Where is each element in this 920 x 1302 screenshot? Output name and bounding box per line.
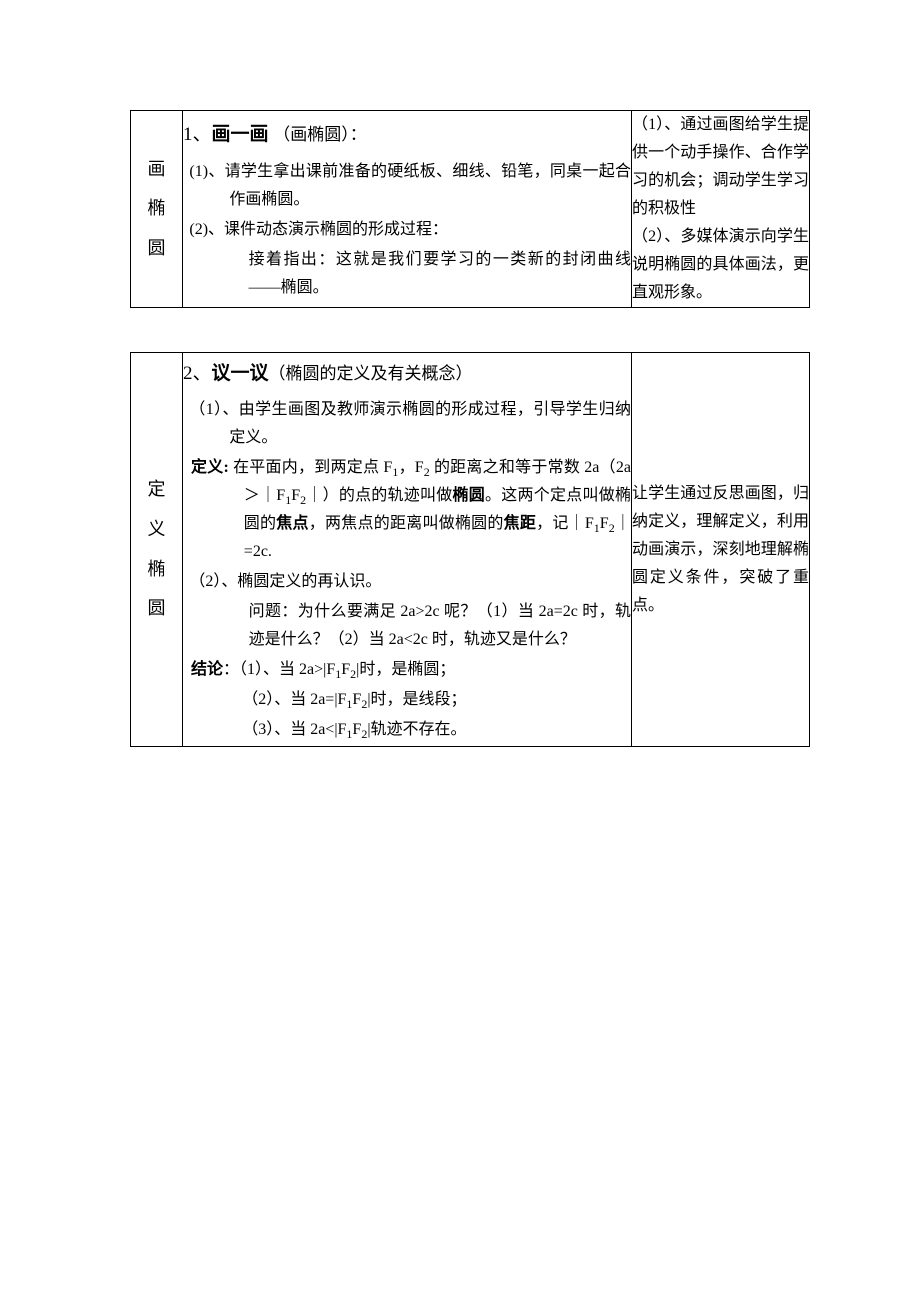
row-label-define: 定 义 椭 圆 bbox=[131, 353, 183, 747]
definition-line: 定义: 在平面内，到两定点 F1，F2 的距离之和等于常数 2a（2a＞｜F1F… bbox=[183, 454, 631, 566]
heading-define: 2、议一议（椭圆的定义及有关概念） bbox=[183, 357, 631, 390]
list-item: （2）、椭圆定义的再认识。 bbox=[183, 568, 631, 596]
question-text: 问题：为什么要满足 2a>2c 呢？（1）当 2a=2c 时，轨迹是什么？（2）… bbox=[183, 598, 631, 654]
note-text: （2）、多媒体演示向学生说明椭圆的具体画法，更直观形象。 bbox=[632, 223, 809, 307]
label-char: 圆 bbox=[131, 589, 182, 629]
conclusion-line: （2）、当 2a=|F1F2|时，是线段； bbox=[183, 686, 631, 714]
list-item: (1)、请学生拿出课前准备的硬纸板、细线、铅笔，同桌一起合作画椭圆。 bbox=[183, 158, 631, 214]
section-draw-ellipse: 画 椭 圆 1、画一画 （画椭圆）： (1)、请学生拿出课前准备的硬纸板、细线、… bbox=[130, 110, 810, 308]
list-item: (2)、课件动态演示椭圆的形成过程： bbox=[183, 216, 631, 244]
content-define: 2、议一议（椭圆的定义及有关概念） （1）、由学生画图及教师演示椭圆的形成过程，… bbox=[183, 353, 632, 747]
heading-draw: 1、画一画 （画椭圆）： bbox=[183, 118, 631, 151]
note-text: （1）、通过画图给学生提供一个动手操作、合作学习的机会；调动学生学习的积极性 bbox=[632, 111, 809, 223]
label-char: 义 bbox=[131, 510, 182, 550]
label-char: 圆 bbox=[131, 229, 182, 269]
note-define: 让学生通过反思画图，归纳定义，理解定义，利用动画演示，深刻地理解椭圆定义条件，突… bbox=[632, 353, 810, 747]
note-draw: （1）、通过画图给学生提供一个动手操作、合作学习的机会；调动学生学习的积极性 （… bbox=[632, 111, 810, 308]
row-label-draw: 画 椭 圆 bbox=[131, 111, 183, 308]
label-char: 椭 bbox=[131, 189, 182, 229]
note-text: 让学生通过反思画图，归纳定义，理解定义，利用动画演示，深刻地理解椭圆定义条件，突… bbox=[632, 480, 809, 620]
list-item-sub: 接着指出：这就是我们要学习的一类新的封闭曲线——椭圆。 bbox=[183, 246, 631, 302]
conclusion-line: 结论：（1）、当 2a>|F1F2|时，是椭圆； bbox=[183, 656, 631, 684]
section-define-ellipse: 定 义 椭 圆 2、议一议（椭圆的定义及有关概念） （1）、由学生画图及教师演示… bbox=[130, 352, 810, 747]
label-char: 定 bbox=[131, 470, 182, 510]
label-char: 椭 bbox=[131, 550, 182, 590]
label-char: 画 bbox=[131, 150, 182, 190]
conclusion-line: （3）、当 2a<|F1F2|轨迹不存在。 bbox=[183, 716, 631, 744]
list-item: （1）、由学生画图及教师演示椭圆的形成过程，引导学生归纳定义。 bbox=[183, 396, 631, 452]
content-draw: 1、画一画 （画椭圆）： (1)、请学生拿出课前准备的硬纸板、细线、铅笔，同桌一… bbox=[183, 111, 632, 308]
